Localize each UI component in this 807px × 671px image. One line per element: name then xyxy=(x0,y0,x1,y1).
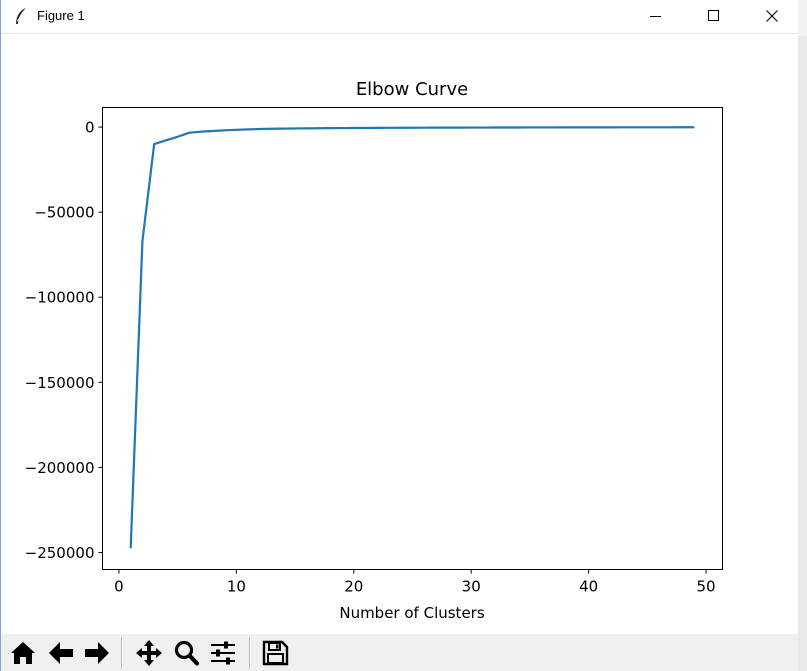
close-button[interactable] xyxy=(743,0,801,32)
toolbar-separator xyxy=(249,637,251,669)
axes-frame xyxy=(102,107,723,570)
x-tick-label: 40 xyxy=(579,578,598,596)
forward-button[interactable] xyxy=(81,638,113,668)
y-tick-label: −150000 xyxy=(25,374,95,392)
maximize-icon xyxy=(708,10,719,21)
right-window-edge xyxy=(798,0,807,671)
pan-button[interactable] xyxy=(133,638,165,668)
back-button[interactable] xyxy=(45,638,77,668)
background-window-strip xyxy=(798,36,807,671)
home-button[interactable] xyxy=(7,638,39,668)
home-icon xyxy=(11,642,35,664)
x-tick-label: 30 xyxy=(462,578,481,596)
x-tick-label: 50 xyxy=(697,578,716,596)
x-axis-label: Number of Clusters xyxy=(339,604,484,622)
series-line xyxy=(129,126,695,549)
x-tick-label: 10 xyxy=(227,578,246,596)
figure-background xyxy=(1,34,798,634)
title-bar[interactable]: Figure 1 xyxy=(1,0,798,33)
feather-icon xyxy=(13,7,29,25)
window-title: Figure 1 xyxy=(37,8,85,23)
configure-subplots-button[interactable] xyxy=(207,638,239,668)
x-tick-label: 0 xyxy=(114,578,124,596)
move-icon xyxy=(136,640,162,666)
chart-title: Elbow Curve xyxy=(356,79,468,100)
navigation-toolbar xyxy=(1,634,798,671)
y-tick-label: −100000 xyxy=(25,289,95,307)
figure-canvas[interactable]: Elbow Curve 0 10 20 30 40 50 0 −50000 −100000 −15… xyxy=(1,34,798,634)
x-tick-label: 20 xyxy=(344,578,363,596)
magnifier-icon xyxy=(174,640,200,666)
sliders-icon xyxy=(211,641,235,665)
arrow-right-icon xyxy=(85,642,109,664)
arrow-left-icon xyxy=(49,642,73,664)
close-icon xyxy=(766,10,778,22)
y-tick-label: 0 xyxy=(85,119,95,137)
minimize-button[interactable] xyxy=(627,0,685,32)
y-tick-label: −250000 xyxy=(25,544,95,562)
elbow-chart: Elbow Curve 0 10 20 30 40 50 0 −50000 −100000 −15… xyxy=(1,34,798,634)
zoom-button[interactable] xyxy=(171,638,203,668)
title-divider xyxy=(1,33,798,34)
minimize-icon xyxy=(650,16,661,17)
y-tick-label: −50000 xyxy=(34,204,94,222)
toolbar-separator xyxy=(121,637,123,669)
save-button[interactable] xyxy=(259,638,291,668)
y-tick-label: −200000 xyxy=(25,459,95,477)
floppy-disk-icon xyxy=(262,640,289,666)
maximize-button[interactable] xyxy=(685,0,743,32)
